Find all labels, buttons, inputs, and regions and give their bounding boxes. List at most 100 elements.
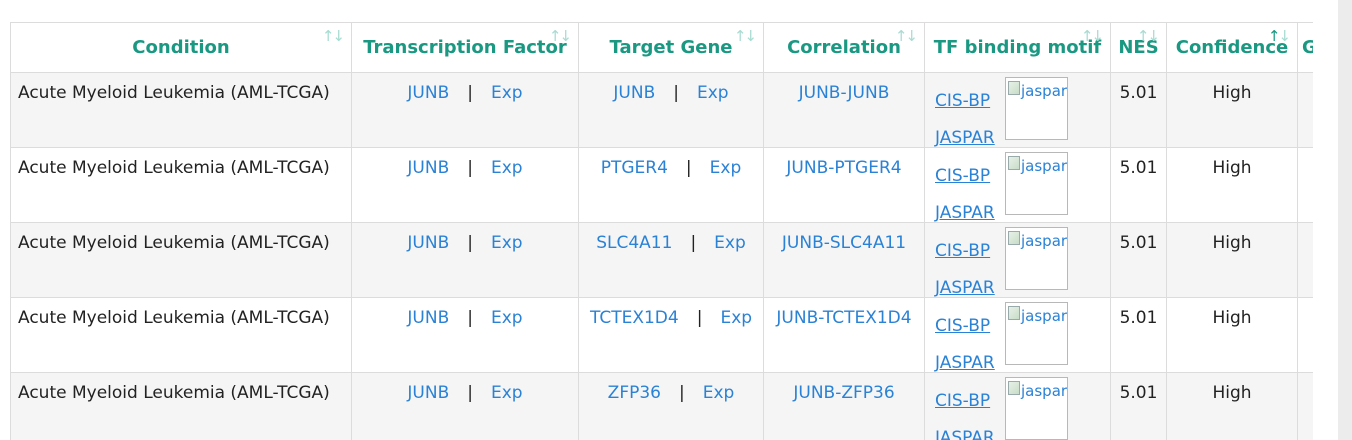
correlation-link[interactable]: JUNB-TCTEX1D4	[776, 308, 912, 328]
sort-arrows-icon[interactable]: ↑↓	[321, 27, 345, 45]
column-header-label: Condition	[132, 37, 230, 58]
column-header-confidence[interactable]: Confidence ↑↓	[1166, 22, 1298, 73]
tf-gene-link[interactable]: JUNB	[407, 383, 450, 403]
column-header-condition[interactable]: Condition ↑↓	[10, 22, 352, 73]
confidence-cell: High	[1166, 297, 1298, 373]
correlation-link[interactable]: JUNB-JUNB	[798, 83, 890, 103]
column-header-label: TF binding motif	[933, 37, 1102, 58]
sort-arrows-icon[interactable]: ↑↓	[1080, 27, 1104, 45]
confidence-value: High	[1212, 158, 1252, 178]
correlation-link[interactable]: JUNB-PTGER4	[786, 158, 902, 178]
column-header-label: NES	[1118, 37, 1159, 58]
jaspar-motif-image[interactable]: jaspar	[1005, 77, 1068, 140]
column-header-tf-binding-motif[interactable]: TF binding motif ↑↓	[924, 22, 1111, 73]
motif-links: CIS-BP JASPAR	[935, 83, 995, 148]
jaspar-motif-image[interactable]: jaspar	[1005, 227, 1068, 290]
image-alt-text: jaspar	[1021, 307, 1068, 325]
separator: |	[467, 383, 473, 403]
target-exp-link[interactable]: Exp	[720, 308, 753, 328]
cisbp-link[interactable]: CIS-BP	[935, 91, 991, 111]
separator: |	[696, 308, 703, 328]
broken-image-icon	[1008, 306, 1020, 320]
correlation-link[interactable]: JUNB-SLC4A11	[781, 233, 907, 253]
nes-cell: 5.01	[1110, 72, 1167, 148]
sort-asc-active-icon: ↑	[1267, 27, 1281, 45]
tf-gene-link[interactable]: JUNB	[407, 158, 450, 178]
sort-arrows-icon[interactable]: ↑↓	[548, 27, 572, 45]
table-row: Acute Myeloid Leukemia (AML-TCGA) JUNB | E…	[10, 297, 1313, 373]
broken-image-icon	[1008, 156, 1020, 170]
target-gene-cell: SLC4A11 | Exp	[578, 222, 764, 298]
correlation-cell: JUNB-JUNB	[763, 72, 925, 148]
correlation-link[interactable]: JUNB-ZFP36	[793, 383, 895, 403]
column-header-nes[interactable]: NES ↑↓	[1110, 22, 1167, 73]
jaspar-motif-image[interactable]: jaspar	[1005, 377, 1068, 440]
table-row: Acute Myeloid Leukemia (AML-TCGA) JUNB | E…	[10, 372, 1313, 440]
target-exp-link[interactable]: Exp	[702, 383, 735, 403]
sort-arrows-icon[interactable]: ↑↓	[1267, 27, 1291, 45]
correlation-cell: JUNB-TCTEX1D4	[763, 297, 925, 373]
column-header-extra[interactable]: G	[1297, 22, 1313, 73]
jaspar-motif-image[interactable]: jaspar	[1005, 152, 1068, 215]
tf-exp-link[interactable]: Exp	[490, 233, 523, 253]
target-gene-link[interactable]: SLC4A11	[596, 233, 673, 253]
nes-cell: 5.01	[1110, 372, 1167, 440]
confidence-cell: High	[1166, 147, 1298, 223]
jaspar-link[interactable]: JASPAR	[935, 278, 995, 298]
jaspar-motif-image[interactable]: jaspar	[1005, 302, 1068, 365]
results-table-container[interactable]: Condition ↑↓ Transcription Factor ↑↓ Tar…	[10, 22, 1313, 440]
confidence-value: High	[1212, 383, 1252, 403]
jaspar-link[interactable]: JASPAR	[935, 353, 995, 373]
tf-exp-link[interactable]: Exp	[490, 158, 523, 178]
tf-exp-link[interactable]: Exp	[490, 383, 523, 403]
jaspar-link[interactable]: JASPAR	[935, 128, 995, 148]
sort-arrows-icon[interactable]: ↑↓	[894, 27, 918, 45]
tf-gene-link[interactable]: JUNB	[407, 233, 450, 253]
sort-arrows-icon[interactable]: ↑↓	[733, 27, 757, 45]
condition-text: Acute Myeloid Leukemia (AML-TCGA)	[18, 83, 330, 103]
correlation-cell: JUNB-SLC4A11	[763, 222, 925, 298]
target-exp-link[interactable]: Exp	[714, 233, 746, 253]
column-header-correlation[interactable]: Correlation ↑↓	[763, 22, 925, 73]
target-gene-link[interactable]: TCTEX1D4	[589, 308, 679, 328]
jaspar-link[interactable]: JASPAR	[935, 203, 995, 223]
image-alt-text: jaspar	[1021, 82, 1068, 100]
broken-image-icon	[1008, 381, 1020, 395]
cisbp-link[interactable]: CIS-BP	[935, 316, 991, 336]
extra-cell	[1297, 72, 1313, 148]
separator: |	[467, 233, 473, 253]
nes-value: 5.01	[1119, 83, 1158, 103]
image-alt-text: jaspar	[1021, 157, 1068, 175]
transcription-factor-cell: JUNB | Exp	[351, 222, 579, 298]
target-gene-link[interactable]: PTGER4	[600, 158, 668, 178]
nes-value: 5.01	[1119, 158, 1158, 178]
condition-text: Acute Myeloid Leukemia (AML-TCGA)	[18, 308, 330, 328]
confidence-value: High	[1212, 83, 1252, 103]
sort-arrows-icon[interactable]: ↑↓	[1136, 27, 1160, 45]
cisbp-link[interactable]: CIS-BP	[935, 391, 991, 411]
column-header-target-gene[interactable]: Target Gene ↑↓	[578, 22, 764, 73]
tf-gene-link[interactable]: JUNB	[407, 308, 450, 328]
target-exp-link[interactable]: Exp	[709, 158, 742, 178]
transcription-factor-cell: JUNB | Exp	[351, 297, 579, 373]
motif-cell: CIS-BP JASPAR jaspar	[924, 297, 1111, 373]
nes-value: 5.01	[1119, 233, 1158, 253]
column-header-transcription-factor[interactable]: Transcription Factor ↑↓	[351, 22, 579, 73]
separator: |	[678, 383, 685, 403]
target-exp-link[interactable]: Exp	[696, 83, 729, 103]
tf-exp-link[interactable]: Exp	[490, 308, 523, 328]
broken-image-icon	[1008, 81, 1020, 95]
vertical-scrollbar[interactable]	[1338, 0, 1352, 440]
jaspar-link[interactable]: JASPAR	[935, 428, 995, 440]
condition-text: Acute Myeloid Leukemia (AML-TCGA)	[18, 383, 330, 403]
tf-gene-link[interactable]: JUNB	[407, 83, 450, 103]
tf-exp-link[interactable]: Exp	[490, 83, 523, 103]
cisbp-link[interactable]: CIS-BP	[935, 166, 991, 186]
motif-cell: CIS-BP JASPAR jaspar	[924, 72, 1111, 148]
target-gene-link[interactable]: ZFP36	[607, 383, 661, 403]
target-gene-link[interactable]: JUNB	[613, 83, 656, 103]
separator: |	[690, 233, 697, 253]
column-header-label: Confidence	[1175, 37, 1289, 58]
nes-cell: 5.01	[1110, 147, 1167, 223]
cisbp-link[interactable]: CIS-BP	[935, 241, 991, 261]
